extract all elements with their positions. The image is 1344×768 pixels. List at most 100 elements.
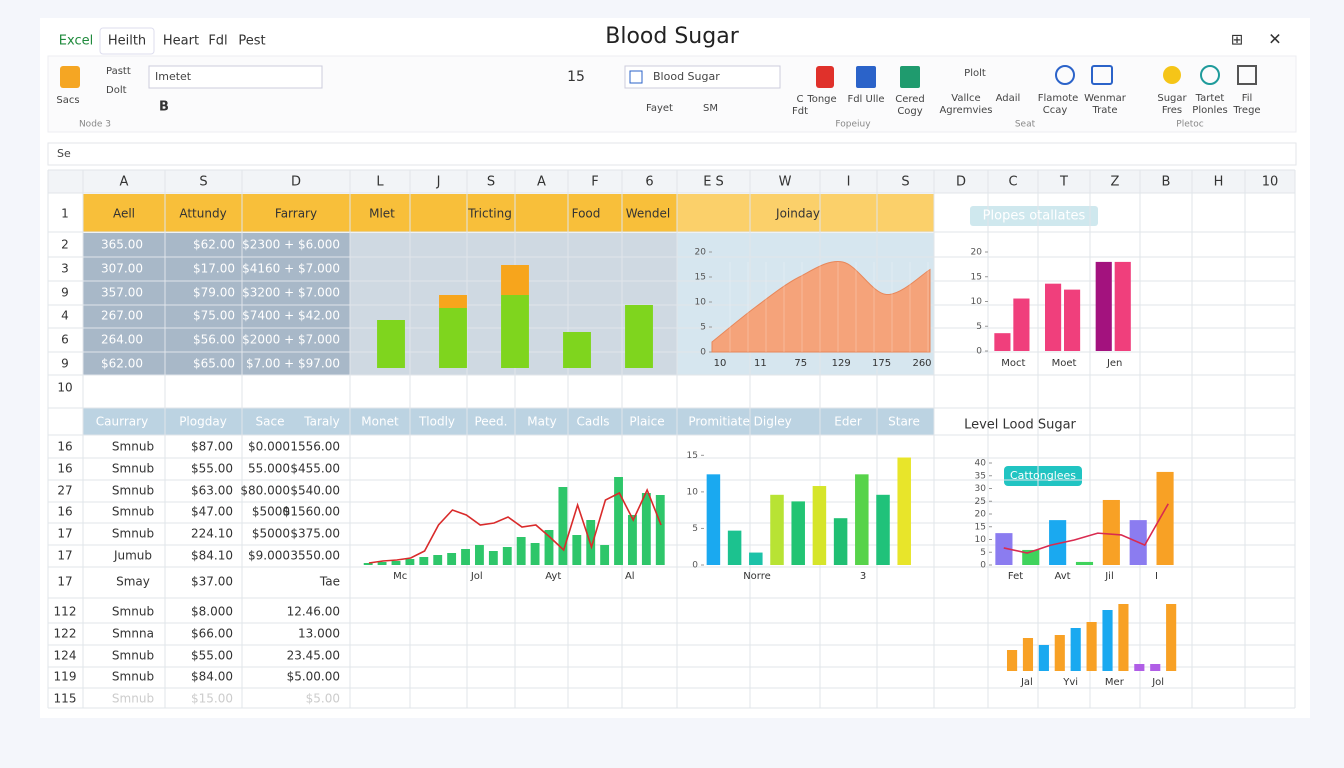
y-tick-label: 20 bbox=[975, 510, 987, 520]
ribbon-label[interactable]: Trate bbox=[1092, 105, 1118, 116]
cell: $62.00 bbox=[101, 357, 143, 371]
y-tick-label: 15 bbox=[975, 522, 986, 532]
column-header: L bbox=[376, 175, 384, 190]
ribbon-label[interactable]: Wenmar bbox=[1084, 93, 1127, 104]
ribbon-label[interactable]: Ccay bbox=[1043, 105, 1068, 116]
bar bbox=[433, 555, 443, 565]
cell: 267.00 bbox=[101, 309, 143, 323]
name-box[interactable]: Se bbox=[57, 147, 71, 160]
style-box[interactable] bbox=[624, 65, 781, 89]
ribbon-label[interactable]: Dolt bbox=[106, 85, 127, 96]
bar bbox=[833, 518, 848, 565]
column-header: T bbox=[1059, 175, 1068, 190]
ribbon-label[interactable]: SM bbox=[703, 103, 718, 114]
x-tick-label: 75 bbox=[794, 358, 807, 369]
second-header-band bbox=[83, 408, 934, 435]
tab[interactable]: Pest bbox=[238, 34, 265, 49]
row-header: 16 bbox=[57, 440, 72, 454]
bar bbox=[391, 561, 401, 565]
bar bbox=[1102, 499, 1120, 565]
cell: $5.00 bbox=[306, 692, 340, 706]
cell: Smnub bbox=[112, 505, 154, 519]
ribbon-label[interactable]: Fdl Ulle bbox=[847, 94, 884, 105]
header-cell: Aell bbox=[113, 207, 135, 221]
column-header: B bbox=[1162, 175, 1171, 190]
column-header: S bbox=[901, 175, 909, 190]
cell: 1556.00 bbox=[290, 440, 340, 454]
cell: 13.000 bbox=[298, 627, 340, 641]
x-label: Norre bbox=[743, 571, 771, 582]
bar bbox=[377, 562, 387, 565]
tab[interactable]: Excel bbox=[59, 34, 93, 49]
row-header: 17 bbox=[57, 527, 72, 541]
row-header: 122 bbox=[54, 627, 77, 641]
x-tick-label: 11 bbox=[754, 358, 767, 369]
icon bbox=[1237, 65, 1257, 85]
cell: 23.45.00 bbox=[287, 649, 340, 663]
ribbon-label[interactable]: Fres bbox=[1162, 105, 1182, 116]
tab[interactable]: Heilth bbox=[108, 34, 146, 49]
header-cell: Stare bbox=[888, 415, 920, 429]
icon bbox=[1091, 65, 1113, 85]
column-header: 10 bbox=[1262, 175, 1279, 190]
font-name[interactable]: Imetet bbox=[155, 70, 192, 83]
ribbon-label[interactable]: Fayet bbox=[646, 103, 673, 114]
ribbon-label[interactable]: Fdt bbox=[792, 106, 808, 117]
bar bbox=[1166, 604, 1177, 671]
tab[interactable]: Fdl bbox=[208, 34, 227, 49]
cell: $7400 + $42.00 bbox=[242, 309, 340, 323]
ribbon-label[interactable]: Trege bbox=[1232, 105, 1260, 116]
x-tick-label: 260 bbox=[912, 358, 931, 369]
title-badge bbox=[970, 206, 1098, 226]
ribbon-label[interactable]: Vallce bbox=[951, 93, 980, 104]
cell: $84.10 bbox=[191, 549, 233, 563]
close-button[interactable]: ✕ bbox=[1268, 30, 1281, 49]
cell: $5.00.00 bbox=[287, 670, 340, 684]
cell: 3550.00 bbox=[290, 549, 340, 563]
tab[interactable]: Heart bbox=[163, 34, 199, 49]
row-header: 115 bbox=[54, 692, 77, 706]
bar-segment bbox=[501, 295, 529, 368]
column-header: 6 bbox=[645, 175, 653, 190]
bar bbox=[419, 557, 429, 565]
ribbon-label[interactable]: Adail bbox=[996, 93, 1021, 104]
x-tick-label: 175 bbox=[872, 358, 891, 369]
ribbon-label[interactable]: Plonles bbox=[1192, 105, 1227, 116]
bar bbox=[558, 487, 568, 565]
restore-button[interactable]: ⊞ bbox=[1231, 31, 1244, 49]
ribbon-label[interactable]: Sugar bbox=[1157, 93, 1187, 104]
ribbon-label[interactable]: Tonge bbox=[806, 94, 836, 105]
cell: Jumub bbox=[113, 549, 152, 563]
bar bbox=[544, 530, 554, 565]
column-header: H bbox=[1214, 175, 1224, 190]
ribbon-label[interactable]: C bbox=[797, 94, 804, 105]
ribbon-label[interactable]: Cered bbox=[895, 94, 925, 105]
cell: Smnub bbox=[112, 670, 154, 684]
ribbon-label[interactable]: Sacs bbox=[56, 95, 79, 106]
ribbon-label[interactable]: Pastt bbox=[106, 66, 131, 77]
ribbon-label[interactable]: 15 bbox=[567, 69, 585, 85]
ribbon-label[interactable]: Agremvies bbox=[939, 105, 992, 116]
font-box[interactable] bbox=[148, 65, 323, 89]
ribbon-label[interactable]: Tartet bbox=[1195, 93, 1225, 104]
cell: $62.00 bbox=[193, 238, 235, 252]
ribbon-label[interactable]: Flamote bbox=[1038, 93, 1079, 104]
ribbon-label[interactable]: Plolt bbox=[964, 68, 986, 79]
header-cell: Peed. bbox=[474, 415, 507, 429]
style-name[interactable]: Blood Sugar bbox=[653, 70, 720, 83]
icon bbox=[60, 66, 80, 88]
cell: $84.00 bbox=[191, 670, 233, 684]
data-band bbox=[83, 233, 350, 375]
line bbox=[368, 487, 662, 564]
bar bbox=[1049, 520, 1067, 565]
bold-button[interactable]: B bbox=[159, 100, 169, 115]
ribbon-label[interactable]: Fil bbox=[1242, 93, 1253, 104]
header-cell: Plogday bbox=[179, 415, 227, 429]
ribbon-label[interactable]: Cogy bbox=[897, 106, 922, 117]
formula-bar[interactable] bbox=[47, 142, 1297, 166]
cell: $9.000 bbox=[248, 549, 290, 563]
cell: $540.00 bbox=[290, 484, 340, 498]
bar bbox=[1054, 635, 1065, 671]
